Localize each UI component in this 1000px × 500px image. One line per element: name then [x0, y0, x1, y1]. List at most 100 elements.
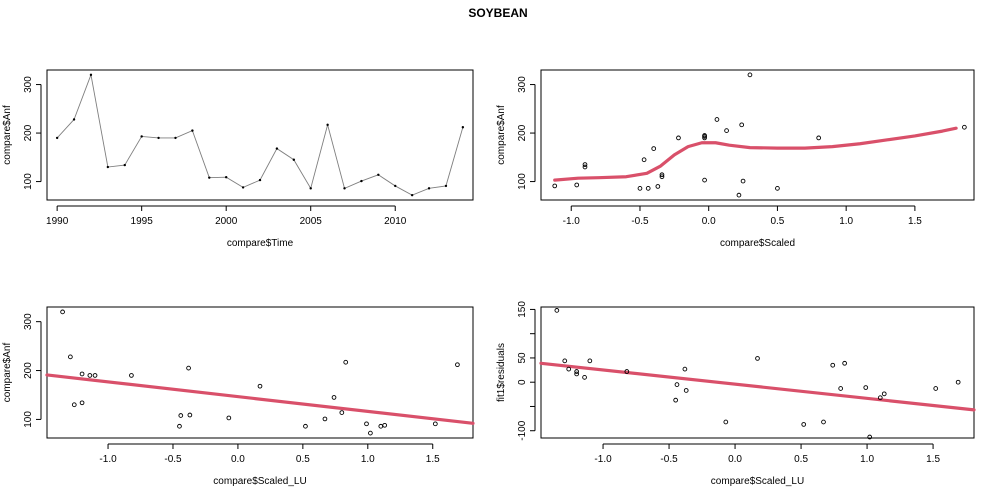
scatter-point: [740, 178, 746, 184]
scatter-point: [552, 183, 558, 189]
scatter-point: [702, 177, 707, 183]
x-tick-label: -0.5: [631, 216, 649, 227]
scatter-point: [682, 366, 688, 372]
series-point: [394, 184, 397, 188]
series-point: [55, 136, 59, 140]
scatter-point: [637, 186, 643, 191]
panel-anf-vs-time: 1990 1995 2000 2005 2010 100 200 300 compare$Tim…: [2, 69, 474, 249]
series-point: [241, 186, 245, 189]
series-point: [72, 118, 76, 121]
scatter-point: [582, 375, 587, 380]
scatter-point: [186, 365, 191, 371]
series-point: [174, 136, 177, 140]
scatter-point: [587, 358, 593, 364]
x-tick-label: 1.5: [908, 216, 922, 227]
scatter-point: [574, 182, 580, 188]
scatter-point: [92, 373, 98, 378]
x-tick-label: -0.5: [164, 454, 182, 465]
scatter-point: [257, 383, 263, 389]
scatter-point: [877, 395, 883, 401]
series-point: [343, 187, 346, 190]
x-tick-label: 1990: [46, 216, 69, 227]
x-tick-label: -1.0: [99, 454, 117, 465]
x-tick-label: 0.0: [231, 454, 245, 465]
plot-frame: [46, 306, 474, 439]
scatter-point: [574, 369, 579, 374]
panel-residuals-vs-scaled-lu: -1.0 -0.5 0.0 0.5 1.0 1.5 -100 0 50 150 compare$Sc…: [496, 301, 976, 487]
scatter-point: [933, 386, 939, 391]
x-tick-label: 1.0: [839, 216, 853, 227]
scatter-point: [129, 373, 134, 378]
scatter-point: [702, 135, 707, 141]
scatter-point: [566, 366, 572, 372]
scatter-point: [582, 162, 588, 167]
scatter-point: [645, 186, 651, 191]
x-tick-label: 0.5: [794, 454, 808, 465]
scatter-point: [554, 308, 560, 313]
scatter-point: [187, 412, 193, 418]
scatter-point: [60, 309, 65, 315]
scatter-point: [863, 385, 869, 390]
y-axis-label: compare$Anf: [2, 343, 13, 403]
y-tick-label: 300: [517, 76, 528, 93]
scatter-point: [574, 371, 579, 377]
y-tick-label: 0: [517, 379, 528, 385]
series-point: [89, 73, 93, 77]
plot-frame: [46, 69, 474, 201]
scatter-point: [178, 413, 184, 418]
fit-line: [45, 373, 475, 425]
scatter-point: [659, 174, 665, 180]
panel-anf-vs-scaled: -1.0 -0.5 0.0 0.5 1.0 1.5 100 200 300 compare$Sca…: [496, 69, 975, 249]
scatter-point: [755, 356, 760, 361]
series-point: [191, 129, 194, 132]
series-point: [377, 173, 380, 176]
scatter-point: [87, 373, 93, 378]
y-axis-label: fit1$residuals: [496, 343, 507, 402]
x-axis-label: compare$Scaled: [720, 238, 795, 249]
scatter-point: [331, 395, 337, 400]
series-point: [360, 179, 363, 183]
fit-line: [553, 126, 958, 182]
scatter-point: [881, 391, 887, 397]
plot-frame: [540, 69, 975, 201]
panel-anf-vs-scaled-lu: -1.0 -0.5 0.0 0.5 1.0 1.5 100 200 300 compare$Sca…: [2, 306, 475, 487]
x-tick-label: -1.0: [594, 454, 612, 465]
x-tick-label: 0.5: [770, 216, 784, 227]
fit-line: [539, 361, 976, 412]
series-point: [157, 136, 160, 140]
scatter-point: [79, 400, 85, 406]
series-point: [461, 126, 465, 129]
scatter-point: [68, 354, 73, 360]
scatter-point: [723, 419, 729, 425]
scatter-point: [674, 382, 680, 387]
x-tick-label: 1.5: [926, 454, 940, 465]
y-tick-label: -100: [517, 420, 528, 440]
scatter-point: [659, 172, 665, 178]
scatter-point: [71, 402, 77, 408]
y-axis-label: compare$Anf: [2, 105, 13, 165]
scatter-point: [724, 128, 729, 133]
scatter-point: [343, 359, 349, 365]
series-point: [292, 158, 296, 161]
scatter-point: [432, 421, 438, 427]
scatter-point: [747, 72, 753, 78]
plot-frame: [540, 306, 975, 439]
x-tick-label: -1.0: [563, 216, 581, 227]
scatter-point: [801, 422, 807, 427]
x-tick-label: 1.0: [361, 454, 375, 465]
scatter-point: [702, 133, 707, 138]
scatter-point: [378, 423, 384, 429]
scatter-point: [226, 415, 232, 421]
scatter-point: [582, 164, 588, 170]
x-axis-label: compare$Scaled_LU: [711, 476, 804, 487]
scatter-point: [455, 362, 460, 368]
scatter-point: [177, 423, 182, 429]
scatter-point: [624, 369, 630, 374]
scatter-point: [562, 358, 568, 364]
scatter-point: [651, 146, 657, 151]
scatter-point: [842, 360, 847, 366]
scatter-point: [676, 135, 681, 141]
series-point: [410, 193, 414, 197]
scatter-point: [867, 434, 873, 440]
